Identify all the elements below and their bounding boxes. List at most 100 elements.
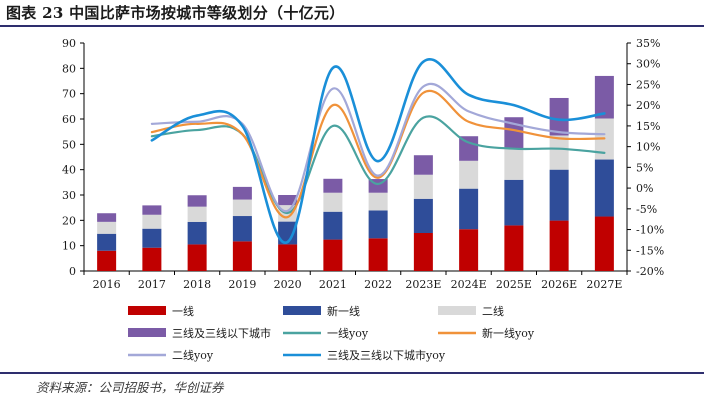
- bar-segment: [142, 214, 162, 229]
- legend-label: 二线: [482, 304, 504, 318]
- legend-label: 新一线: [327, 304, 360, 318]
- x-tick-label: 2018: [183, 278, 211, 291]
- y-right-tick-label: 35%: [636, 37, 660, 50]
- bar-segment: [142, 205, 162, 215]
- y-right-tick-label: -5%: [636, 203, 657, 216]
- legend-swatch: [438, 306, 476, 315]
- y-right-tick-label: -15%: [636, 244, 664, 257]
- bar-segment: [459, 188, 479, 230]
- y-right-tick-label: 10%: [636, 141, 660, 154]
- bar-segment: [142, 247, 162, 271]
- x-tick-label: 2019: [228, 278, 256, 291]
- legend-label: 一线: [172, 304, 194, 318]
- bar-segment: [187, 195, 207, 207]
- bar-segment: [323, 192, 343, 212]
- x-tick-label: 2021: [319, 278, 347, 291]
- series-line: [150, 89, 606, 219]
- bar-segment: [504, 179, 524, 226]
- bar-segment: [504, 225, 524, 271]
- bar-segment: [368, 238, 388, 271]
- y-left-tick-label: 90: [62, 37, 76, 50]
- y-left-tick-label: 30: [62, 189, 76, 202]
- x-tick-label: 2026E: [541, 278, 577, 291]
- y-right-tick-label: 15%: [636, 120, 660, 133]
- bar-segment: [459, 136, 479, 161]
- y-left-tick-label: 10: [62, 240, 76, 253]
- bar-segment: [278, 244, 298, 271]
- x-tick-label: 2025E: [496, 278, 532, 291]
- bar-segment: [413, 233, 433, 271]
- legend-swatch: [283, 306, 321, 315]
- legend-swatch: [128, 328, 166, 337]
- x-tick-label: 2020: [274, 278, 302, 291]
- bar-segment: [549, 169, 569, 221]
- bar-segment: [278, 195, 298, 206]
- x-tick-label: 2027E: [586, 278, 622, 291]
- bar-segment: [232, 186, 252, 200]
- legend-label: 三线及三线以下城市: [172, 326, 271, 340]
- title-rule: [0, 25, 704, 27]
- bar-segment: [413, 155, 433, 175]
- bar-segment: [368, 210, 388, 239]
- bar-segment: [97, 233, 117, 251]
- bar-segment: [549, 97, 569, 136]
- y-left-tick-label: 20: [62, 214, 76, 227]
- legend-swatch: [128, 306, 166, 315]
- legend-label: 二线yoy: [172, 348, 214, 362]
- y-right-tick-label: 20%: [636, 99, 660, 112]
- bar-segment: [459, 229, 479, 271]
- chart-bars: [97, 75, 614, 271]
- bar-segment: [549, 135, 569, 170]
- y-left-tick-label: 40: [62, 164, 76, 177]
- y-right-tick-label: -10%: [636, 224, 664, 237]
- bar-segment: [504, 148, 524, 180]
- y-right-tick-label: 30%: [636, 58, 660, 71]
- bar-segment: [594, 75, 614, 119]
- legend-label: 一线yoy: [327, 326, 369, 340]
- bar-segment: [232, 241, 252, 271]
- x-tick-label: 2024E: [451, 278, 487, 291]
- bar-segment: [413, 174, 433, 199]
- bar-segment: [413, 198, 433, 233]
- bar-segment: [232, 199, 252, 217]
- bar-segment: [368, 192, 388, 211]
- source-rule: [0, 372, 704, 374]
- bar-segment: [323, 239, 343, 271]
- y-right-tick-label: -20%: [636, 265, 664, 278]
- bar-segment: [323, 211, 343, 240]
- legend-label: 三线及三线以下城市yoy: [327, 348, 446, 362]
- bar-segment: [97, 213, 117, 222]
- bar-segment: [97, 221, 117, 234]
- bar-segment: [187, 244, 207, 271]
- x-tick-label: 2022: [364, 278, 392, 291]
- y-right-tick-label: 5%: [636, 161, 653, 174]
- series-line: [150, 58, 606, 244]
- y-left-tick-label: 60: [62, 113, 76, 126]
- y-left-tick-label: 0: [69, 265, 76, 278]
- bar-segment: [187, 221, 207, 245]
- y-right-tick-label: 0%: [636, 182, 653, 195]
- bar-segment: [232, 216, 252, 242]
- bar-segment: [594, 159, 614, 217]
- bar-segment: [142, 228, 162, 248]
- y-right-tick-label: 25%: [636, 78, 660, 91]
- source-note: 资料来源：公司招股书，华创证券: [36, 380, 224, 395]
- figure-title: 图表 23 中国比萨市场按城市等级划分（十亿元）: [6, 4, 345, 22]
- legend-label: 新一线yoy: [482, 326, 535, 340]
- bar-segment: [459, 160, 479, 189]
- chart-lines: [150, 58, 606, 244]
- bar-segment: [187, 206, 207, 222]
- bar-segment: [549, 220, 569, 271]
- y-left-tick-label: 50: [62, 138, 76, 151]
- chart: 0 10 20 30 40 50 60 70 80 90 -20% -15% -10% -5% 0% 5% 10…: [62, 37, 664, 362]
- bar-segment: [97, 250, 117, 271]
- chart-axes: 0 10 20 30 40 50 60 70 80 90 -20% -15% -10% -5% 0% 5% 10…: [62, 37, 664, 291]
- bar-segment: [594, 216, 614, 271]
- y-left-tick-label: 80: [62, 62, 76, 75]
- x-tick-label: 2016: [93, 278, 121, 291]
- x-tick-label: 2023E: [405, 278, 441, 291]
- bar-segment: [323, 178, 343, 193]
- y-left-tick-label: 70: [62, 88, 76, 101]
- x-tick-label: 2017: [138, 278, 166, 291]
